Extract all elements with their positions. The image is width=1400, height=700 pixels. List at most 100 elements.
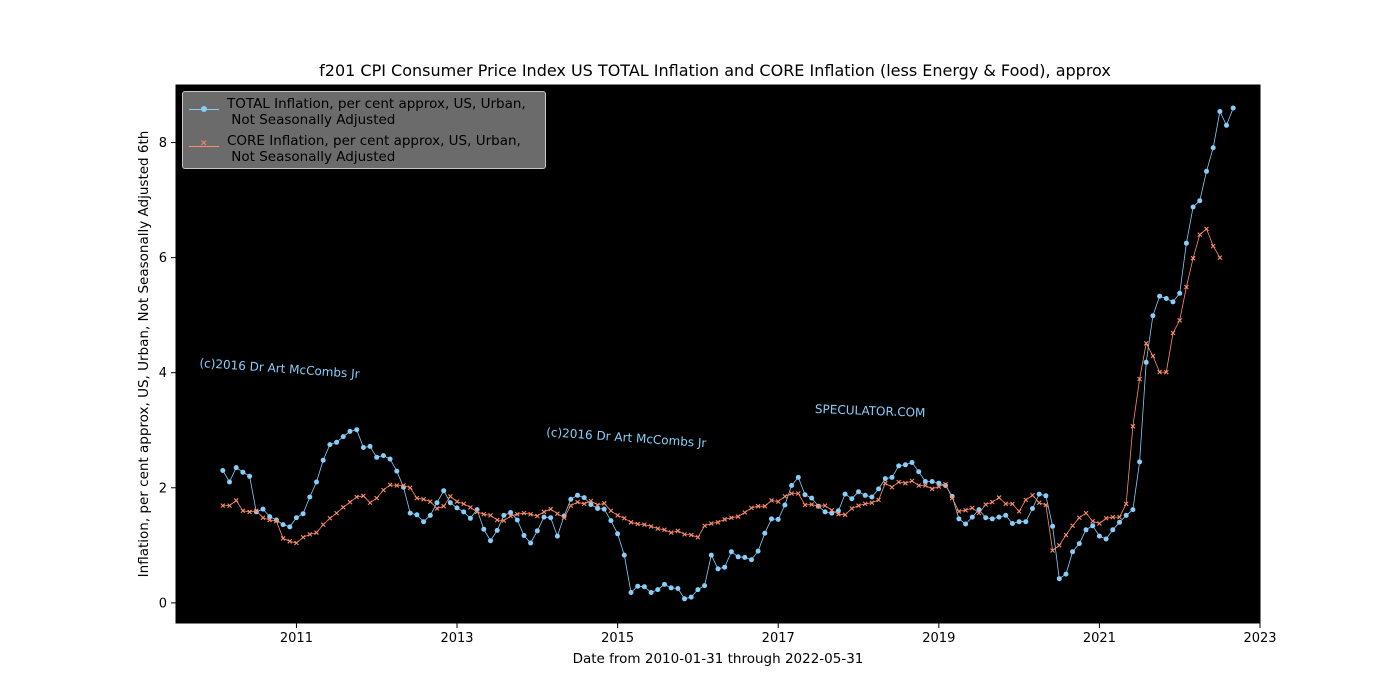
data-point — [749, 557, 754, 563]
data-point — [996, 495, 1002, 500]
data-point — [401, 483, 406, 488]
data-point — [247, 509, 252, 515]
data-point — [1003, 501, 1009, 507]
data-point — [1123, 512, 1129, 518]
data-point — [1056, 542, 1062, 548]
data-point — [434, 506, 440, 511]
data-point — [287, 538, 293, 544]
y-tick-label: 0 — [159, 596, 167, 611]
data-point — [314, 530, 319, 536]
data-point — [427, 512, 433, 518]
data-point — [1150, 353, 1156, 359]
total-line-swatch — [189, 96, 219, 112]
data-point — [655, 587, 661, 593]
data-point — [1150, 313, 1156, 319]
data-point — [1130, 423, 1136, 429]
data-point — [320, 457, 326, 463]
data-point — [929, 486, 935, 492]
data-point — [575, 499, 580, 505]
data-point — [1016, 519, 1022, 525]
data-point — [494, 517, 500, 523]
data-point — [1210, 145, 1216, 151]
y-tick-label: 6 — [159, 251, 167, 266]
data-point — [615, 513, 621, 518]
data-point — [1123, 501, 1129, 507]
data-point — [407, 510, 413, 516]
data-point — [956, 508, 962, 514]
data-point — [220, 503, 226, 509]
data-point — [902, 462, 908, 468]
data-point — [461, 509, 467, 515]
data-point — [354, 494, 360, 500]
data-point — [447, 494, 453, 499]
data-point — [842, 512, 848, 518]
data-point — [247, 473, 253, 479]
data-point — [782, 502, 788, 508]
data-point — [889, 474, 895, 480]
data-point — [1050, 523, 1056, 529]
data-point — [775, 499, 781, 504]
data-point — [835, 508, 841, 514]
data-point — [735, 514, 741, 519]
x-axis-label: Date from 2010-01-31 through 2022-05-31 — [573, 651, 864, 667]
data-point — [541, 514, 547, 520]
data-point — [521, 510, 527, 516]
data-point — [320, 522, 326, 527]
data-point — [755, 503, 761, 509]
data-point — [762, 530, 768, 536]
legend-label-core: CORE Inflation, per cent approx, US, Urb… — [227, 133, 521, 165]
data-point — [769, 498, 774, 503]
y-tick-label: 4 — [159, 366, 167, 381]
data-point — [414, 512, 420, 518]
data-point — [441, 488, 447, 494]
data-point — [300, 534, 306, 540]
data-point — [1217, 255, 1223, 261]
data-point — [1163, 296, 1169, 301]
data-point — [963, 507, 968, 513]
data-point — [695, 534, 701, 540]
data-point — [902, 480, 908, 486]
data-point — [849, 496, 855, 502]
data-point — [280, 522, 286, 528]
data-point — [387, 456, 393, 462]
data-point — [1170, 299, 1176, 305]
data-point — [1056, 576, 1062, 582]
data-point — [441, 503, 447, 509]
data-point — [421, 496, 426, 502]
x-tick-label: 2017 — [762, 631, 795, 646]
data-point — [514, 517, 520, 523]
data-point — [936, 480, 942, 486]
data-point — [662, 527, 667, 533]
data-point — [1050, 548, 1055, 553]
data-point — [628, 519, 634, 525]
data-point — [715, 566, 721, 572]
data-point — [280, 536, 286, 541]
chart-title: f201 CPI Consumer Price Index US TOTAL I… — [319, 61, 1111, 80]
data-point — [1096, 533, 1102, 539]
data-point — [929, 479, 935, 484]
data-point — [662, 581, 667, 587]
data-point — [381, 487, 386, 493]
data-point — [969, 514, 975, 520]
data-point — [648, 523, 654, 529]
data-point — [782, 494, 788, 499]
data-point — [1016, 508, 1022, 514]
legend: TOTAL Inflation, per cent approx, US, Ur… — [182, 91, 546, 169]
data-point — [789, 483, 795, 488]
data-point — [1110, 527, 1116, 533]
data-point — [447, 500, 453, 506]
data-point — [1083, 510, 1089, 516]
data-point — [675, 528, 681, 534]
data-point — [856, 503, 861, 509]
data-point — [273, 518, 279, 524]
legend-entry-core: ✕ CORE Inflation, per cent approx, US, U… — [189, 133, 521, 165]
data-point — [923, 483, 928, 488]
data-point — [869, 500, 875, 506]
data-point — [989, 499, 995, 505]
data-point — [521, 533, 527, 538]
data-point — [1190, 255, 1196, 261]
data-point — [682, 596, 687, 602]
data-point — [749, 505, 754, 511]
data-point — [809, 502, 815, 507]
